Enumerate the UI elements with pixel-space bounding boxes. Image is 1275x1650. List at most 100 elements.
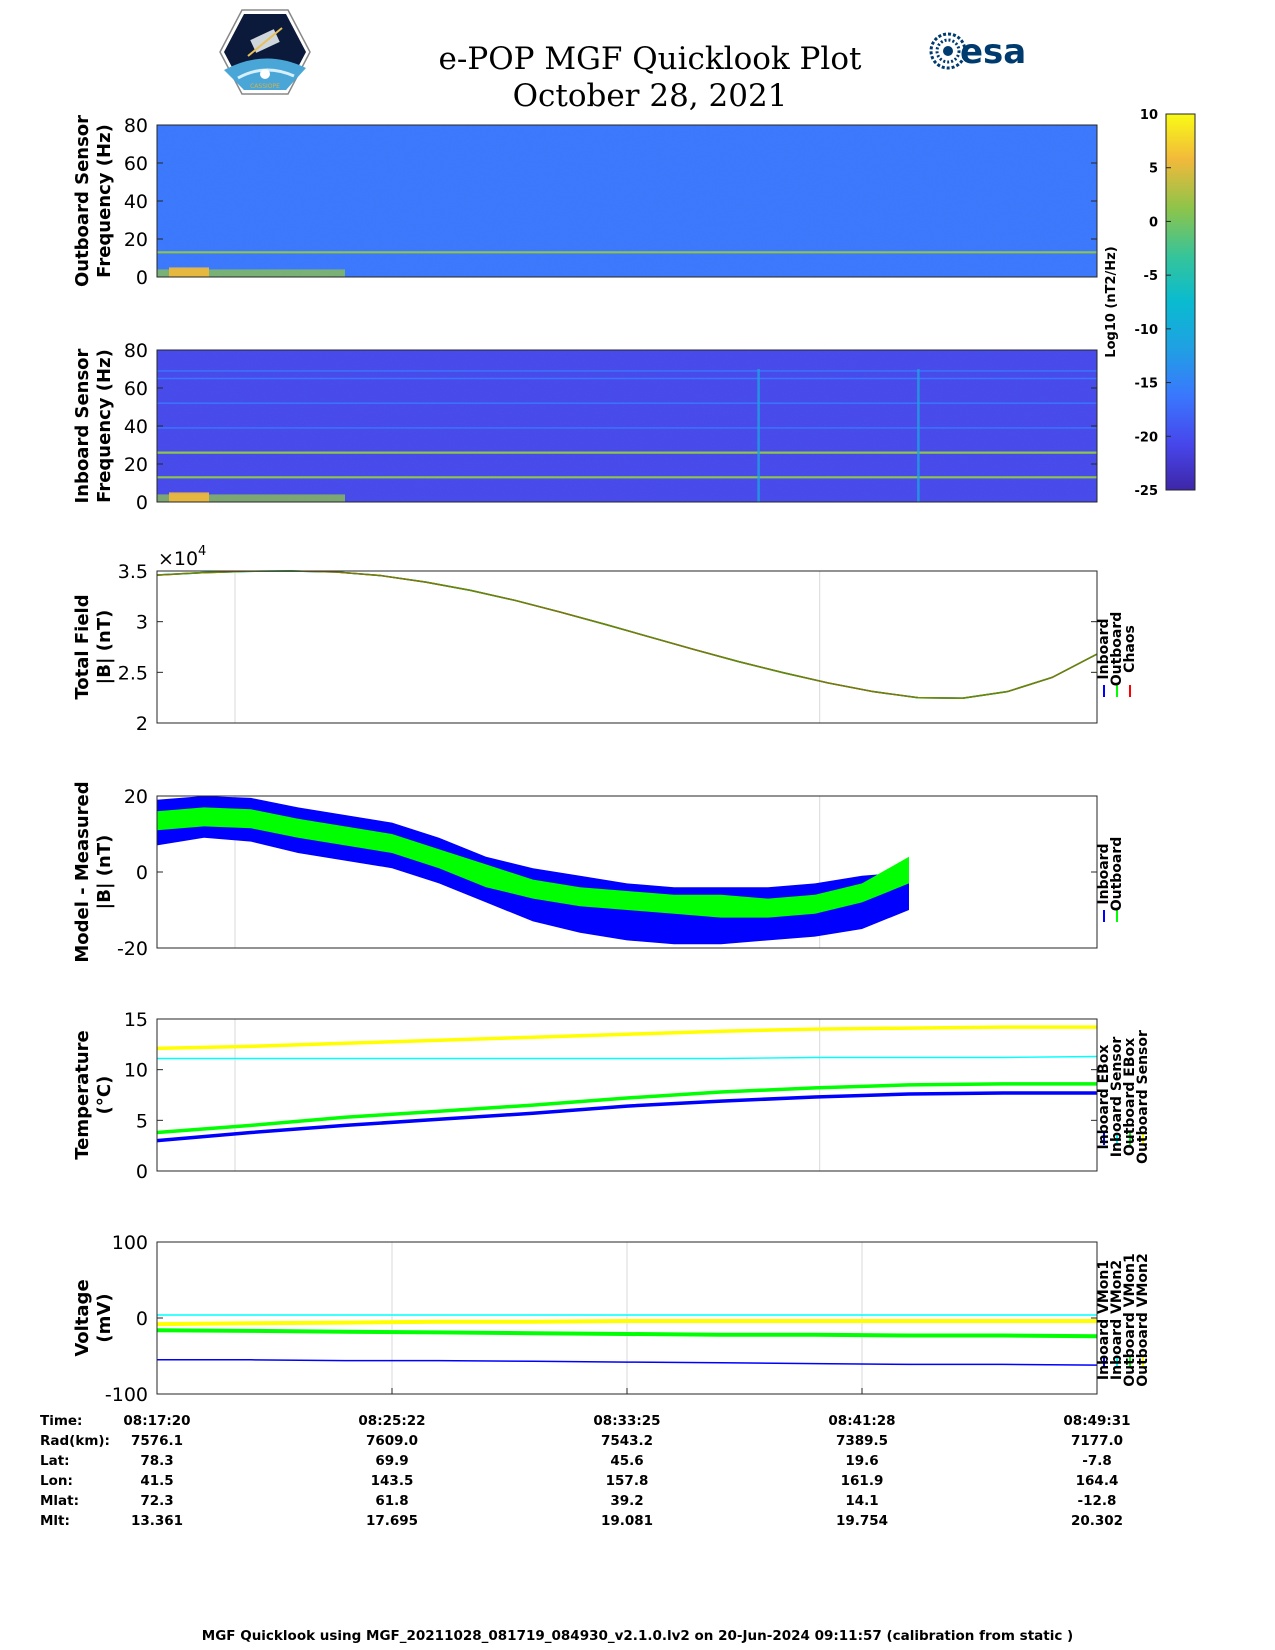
ephemeris-value: -7.8	[1082, 1453, 1112, 1469]
outboard-spectrogram-ytick-label: 0	[136, 267, 148, 289]
total-field-series-inboard	[156, 570, 1098, 700]
colorbar	[1165, 113, 1196, 491]
model-minus-measured-legend-label: Inboard	[1096, 843, 1112, 904]
colorbar-tick-label: -5	[1144, 269, 1158, 284]
ephemeris-value: 157.8	[606, 1473, 649, 1489]
ephemeris-value: 161.9	[841, 1473, 884, 1489]
model-minus-measured-ytick-label: -20	[117, 938, 148, 960]
temperature-ytick-label: 10	[124, 1060, 148, 1082]
ephemeris-value: 19.6	[845, 1453, 878, 1469]
colorbar-tick-label: -10	[1135, 323, 1159, 338]
plot-date: October 28, 2021	[512, 78, 788, 114]
outboard-spectrogram-ytick-label: 20	[124, 229, 148, 251]
esa-logo-text: esa	[960, 32, 1026, 72]
ephemeris-value: 08:41:28	[828, 1413, 895, 1429]
outboard-spectrogram-ytick-label: 40	[124, 191, 148, 213]
ephemeris-row-label: Time:	[40, 1413, 82, 1429]
temperature-legend-label: Outboard EBox	[1122, 1038, 1138, 1156]
inboard-spectrogram-ylabel: Frequency (Hz)	[94, 349, 115, 503]
colorbar-tick-label: -15	[1135, 377, 1159, 392]
total-field-ytick-label: 2	[136, 713, 148, 735]
outboard-spectrogram-noise	[157, 125, 1097, 277]
colorbar-tick-label: 0	[1149, 215, 1158, 230]
temperature-ylabel: Temperature	[72, 1030, 93, 1159]
temperature-ytick-label: 15	[124, 1009, 148, 1031]
ephemeris-value: 72.3	[140, 1493, 173, 1509]
voltage-ylabel: Voltage	[72, 1279, 93, 1356]
ephemeris-value: 08:49:31	[1063, 1413, 1130, 1429]
ephemeris-value: -12.8	[1078, 1493, 1117, 1509]
outboard-spectrogram-ytick-label: 80	[124, 115, 148, 137]
temperature-ylabel: (°C)	[94, 1076, 115, 1115]
ephemeris-value: 19.754	[836, 1513, 888, 1529]
total-field-legend-label: Outboard	[1109, 612, 1125, 687]
ephemeris-row-label: Rad(km):	[40, 1433, 110, 1449]
inboard-spectrogram-ytick-label: 20	[124, 454, 148, 476]
voltage-legend-label: Inboard VMon1	[1096, 1260, 1112, 1380]
total-field-legend-label: Inboard	[1096, 618, 1112, 679]
voltage-ytick-label: 100	[112, 1232, 148, 1254]
outboard-spectrogram-burst	[157, 269, 345, 277]
ephemeris-value: 20.302	[1071, 1513, 1123, 1529]
ephemeris-value: 08:25:22	[358, 1413, 425, 1429]
temperature-series-outboard-ebox	[156, 1082, 1097, 1135]
voltage-series-outboard-vmon2	[156, 1319, 1097, 1327]
model-minus-measured-ylabel: Model - Measured	[72, 781, 93, 962]
model-minus-measured-ytick-label: 20	[124, 786, 148, 808]
temperature-series-inboard-ebox	[156, 1091, 1097, 1143]
temperature-ytick-label: 5	[136, 1110, 148, 1132]
colorbar-tick-label: 10	[1140, 108, 1158, 123]
ephemeris-row-label: Mlat:	[40, 1493, 79, 1509]
total-field-series-outboard	[156, 570, 1098, 700]
total-field-frame	[156, 570, 1098, 724]
inboard-spectrogram-ylabel: Inboard Sensor	[72, 348, 93, 503]
total-field-exponent-power: 4	[198, 544, 206, 559]
voltage-series-outboard-vmon1	[156, 1328, 1098, 1339]
ephemeris-value: 7389.5	[836, 1433, 888, 1449]
inboard-spectrogram-ytick-label: 40	[124, 416, 148, 438]
total-field-ytick-label: 3.5	[118, 561, 148, 583]
voltage-ylabel: (mV)	[94, 1293, 115, 1342]
temperature-legend-label: Inboard EBox	[1096, 1045, 1112, 1150]
ephemeris-value: 45.6	[610, 1453, 643, 1469]
outboard-spectrogram-burst-core	[169, 267, 209, 277]
model-minus-measured-band-outboard	[157, 807, 909, 918]
total-field-series-chaos	[156, 570, 1098, 699]
ephemeris-value: 164.4	[1076, 1473, 1119, 1489]
ephemeris-value: 19.081	[601, 1513, 653, 1529]
footer-caption: MGF Quicklook using MGF_20211028_081719_…	[201, 1628, 1074, 1644]
inboard-spectrogram-ytick-label: 60	[124, 378, 148, 400]
total-field-exponent: ×10	[158, 548, 198, 570]
total-field-ylabel: Total Field	[72, 594, 93, 699]
ephemeris-value: 7576.1	[131, 1433, 183, 1449]
temperature-series-outboard-sensor	[156, 1025, 1097, 1051]
inboard-spectrogram-ytick-label: 80	[124, 340, 148, 362]
logo-caption: CASSIOPE	[250, 83, 280, 90]
ephemeris-value: 41.5	[140, 1473, 173, 1489]
model-minus-measured-ylabel: |B| (nT)	[94, 835, 115, 910]
outboard-spectrogram-ylabel: Frequency (Hz)	[94, 124, 115, 278]
temperature-series-inboard-sensor	[157, 1055, 1098, 1060]
ephemeris-value: 7609.0	[366, 1433, 418, 1449]
model-minus-measured-legend-label: Outboard	[1109, 837, 1125, 912]
ephemeris-value: 13.361	[131, 1513, 183, 1529]
inboard-spectrogram-ytick-label: 0	[136, 492, 148, 514]
total-field-legend-label: Chaos	[1122, 625, 1138, 673]
outboard-spectrogram-ytick-label: 60	[124, 153, 148, 175]
inboard-spectrogram-noise	[157, 350, 1097, 502]
ephemeris-value: 69.9	[375, 1453, 408, 1469]
total-field-ytick-label: 3	[136, 612, 148, 634]
cassiope-logo: CASSIOPE	[219, 9, 311, 95]
total-field-ylabel: |B| (nT)	[94, 610, 115, 685]
ephemeris-row-label: Lat:	[40, 1453, 70, 1469]
esa-logo: esa	[929, 32, 1026, 72]
ephemeris-value: 08:17:20	[123, 1413, 190, 1429]
model-minus-measured-ytick-label: 0	[136, 862, 148, 884]
ephemeris-value: 7177.0	[1071, 1433, 1123, 1449]
temperature-frame	[156, 1018, 1098, 1172]
colorbar-tick-label: -25	[1135, 484, 1159, 499]
ephemeris-value: 08:33:25	[593, 1413, 660, 1429]
colorbar-tick-label: 5	[1149, 162, 1158, 177]
ephemeris-value: 61.8	[375, 1493, 408, 1509]
voltage-legend-label: Outboard VMon2	[1135, 1253, 1151, 1387]
